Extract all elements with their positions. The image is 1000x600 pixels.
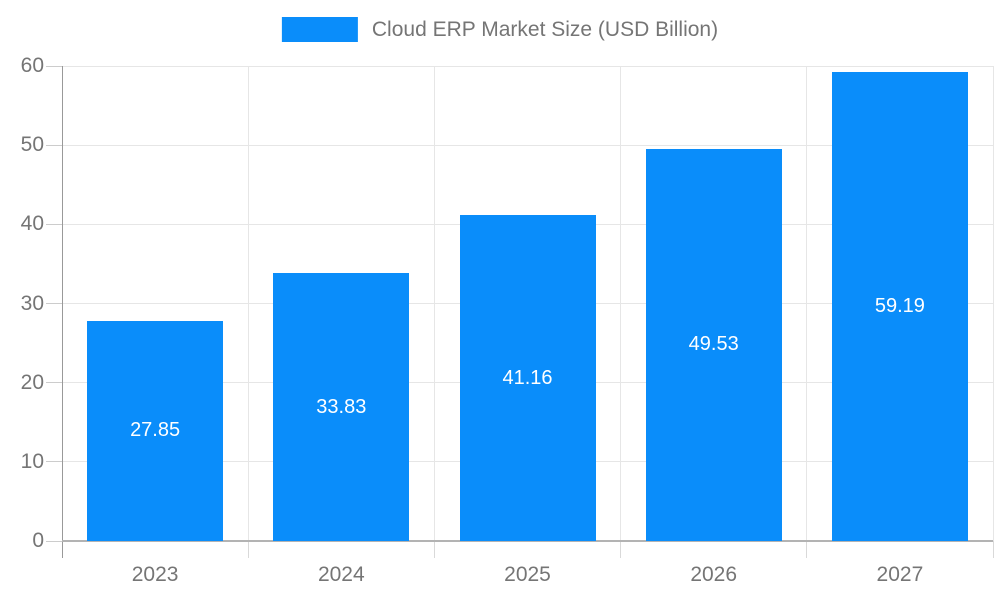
y-tick-label: 30	[20, 291, 44, 315]
x-category-label: 2025	[504, 563, 551, 586]
x-category-label: 2023	[131, 563, 179, 586]
y-tick-label: 40	[20, 212, 44, 236]
y-tick-mark	[46, 461, 62, 463]
y-gridline	[62, 65, 993, 67]
bar-2027[interactable]: 59.19	[831, 72, 968, 541]
y-tick-label: 20	[20, 370, 44, 394]
x-gridline	[992, 66, 994, 541]
bar-2024[interactable]: 33.83	[273, 273, 410, 541]
bar-value-label: 33.83	[316, 395, 367, 418]
x-category-label: 2024	[317, 563, 365, 586]
bar-value-label: 49.53	[688, 333, 739, 356]
y-tick-label: 50	[20, 133, 44, 157]
bar-value-label: 41.16	[502, 366, 553, 389]
x-tick-mark	[433, 541, 435, 558]
x-gridline	[620, 66, 622, 541]
bar-2025[interactable]: 41.16	[459, 215, 596, 541]
y-axis-line	[62, 66, 63, 558]
y-tick-mark	[46, 144, 62, 146]
bar-2026[interactable]: 49.53	[645, 148, 782, 541]
bar-2023[interactable]: 27.85	[87, 320, 224, 541]
legend[interactable]: Cloud ERP Market Size (USD Billion)	[281, 17, 719, 42]
x-tick-mark	[992, 541, 994, 558]
y-tick-mark	[46, 223, 62, 225]
y-tick-label: 60	[20, 54, 44, 77]
legend-label: Cloud ERP Market Size (USD Billion)	[371, 17, 719, 41]
bar-value-label: 59.19	[874, 295, 925, 318]
y-tick-label: 10	[20, 449, 44, 473]
x-tick-mark	[247, 541, 249, 558]
x-tick-mark	[620, 541, 622, 558]
x-gridline	[433, 66, 435, 541]
bar-value-label: 27.85	[130, 419, 181, 442]
legend-swatch	[281, 17, 358, 42]
x-tick-mark	[806, 541, 808, 558]
x-gridline	[247, 66, 249, 541]
y-tick-mark	[46, 303, 62, 304]
y-gridline	[62, 144, 993, 146]
x-category-label: 2026	[690, 563, 738, 586]
x-category-label: 2027	[876, 563, 924, 586]
y-tick-label: 0	[32, 529, 44, 552]
y-tick-mark	[46, 540, 62, 542]
x-gridline	[806, 66, 808, 541]
x-axis-line	[62, 540, 993, 542]
y-tick-mark	[46, 65, 62, 67]
y-tick-mark	[46, 382, 62, 384]
